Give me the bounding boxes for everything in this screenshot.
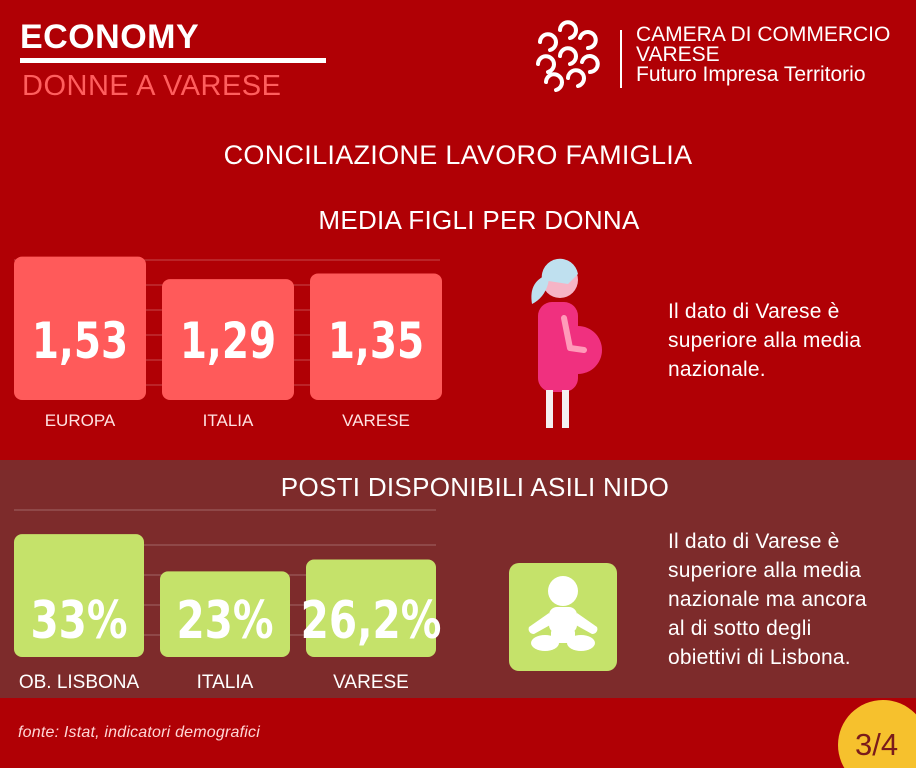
logo-line: VARESE — [636, 43, 720, 66]
pregnant-woman-icon — [531, 258, 602, 428]
bar-europa — [14, 256, 146, 400]
header: ECONOMY — [20, 18, 199, 56]
header-rule — [20, 58, 326, 63]
logo-line: Futuro Impresa Territorio — [636, 63, 866, 86]
logo-divider — [620, 30, 622, 88]
bar-italia — [160, 571, 290, 657]
section-nursery-background — [0, 460, 916, 698]
chart-births-per-woman: 1,53 EUROPA 1,29 ITALIA 1,35 VARESE — [14, 256, 442, 430]
baby-icon — [528, 576, 598, 651]
note-line: superiore alla media — [668, 329, 862, 352]
note-line: nazionale ma ancora — [668, 588, 867, 611]
category-label: VARESE — [342, 411, 410, 430]
bar-value-label: 1,29 — [180, 311, 276, 370]
logo-text: CAMERA DI COMMERCIO VARESE Futuro Impres… — [636, 23, 891, 86]
note-line: superiore alla media — [668, 559, 862, 582]
chart2-title: POSTI DISPONIBILI ASILI NIDO — [280, 472, 670, 502]
page-number: 3/4 — [855, 727, 899, 762]
logo-line: CAMERA DI COMMERCIO — [636, 23, 891, 46]
bar-value-label: 26,2% — [301, 590, 442, 650]
chart1-title: MEDIA FIGLI PER DONNA — [318, 205, 640, 235]
source-note: fonte: Istat, indicatori demografici — [18, 724, 260, 741]
bar-value-label: 1,53 — [32, 311, 128, 370]
header-title: ECONOMY — [20, 18, 200, 56]
chart-nursery-places: 33% OB. LISBONA 23% ITALIA 26,2% VARESE — [14, 509, 442, 693]
baby-icon-tile — [509, 563, 617, 671]
bar-varese — [306, 559, 436, 657]
category-label: OB. LISBONA — [19, 672, 140, 693]
note-line: Il dato di Varese è — [668, 300, 840, 323]
note-line: nazionale. — [668, 358, 766, 381]
bar-varese — [310, 273, 442, 400]
note-line: Il dato di Varese è — [668, 530, 840, 553]
bar-value-label: 23% — [176, 590, 273, 650]
note-line: al di sotto degli — [668, 617, 812, 640]
note-births: Il dato di Varese è superiore alla media… — [668, 297, 861, 384]
bar-ob-lisbona — [14, 534, 144, 657]
bar-value-label: 1,35 — [328, 311, 424, 370]
page-title: CONCILIAZIONE LAVORO FAMIGLIA — [223, 140, 693, 170]
category-label: ITALIA — [197, 672, 254, 693]
category-label: VARESE — [333, 672, 409, 693]
category-label: ITALIA — [203, 411, 254, 430]
bar-italia — [162, 279, 294, 400]
category-label: EUROPA — [45, 411, 116, 430]
chamber-logo-icon — [536, 20, 600, 92]
note-line: obiettivi di Lisbona. — [668, 646, 851, 669]
note-nursery: Il dato di Varese è superiore alla media… — [668, 527, 867, 672]
bar-value-label: 33% — [30, 590, 127, 650]
header-subtitle: DONNE A VARESE — [22, 70, 282, 102]
